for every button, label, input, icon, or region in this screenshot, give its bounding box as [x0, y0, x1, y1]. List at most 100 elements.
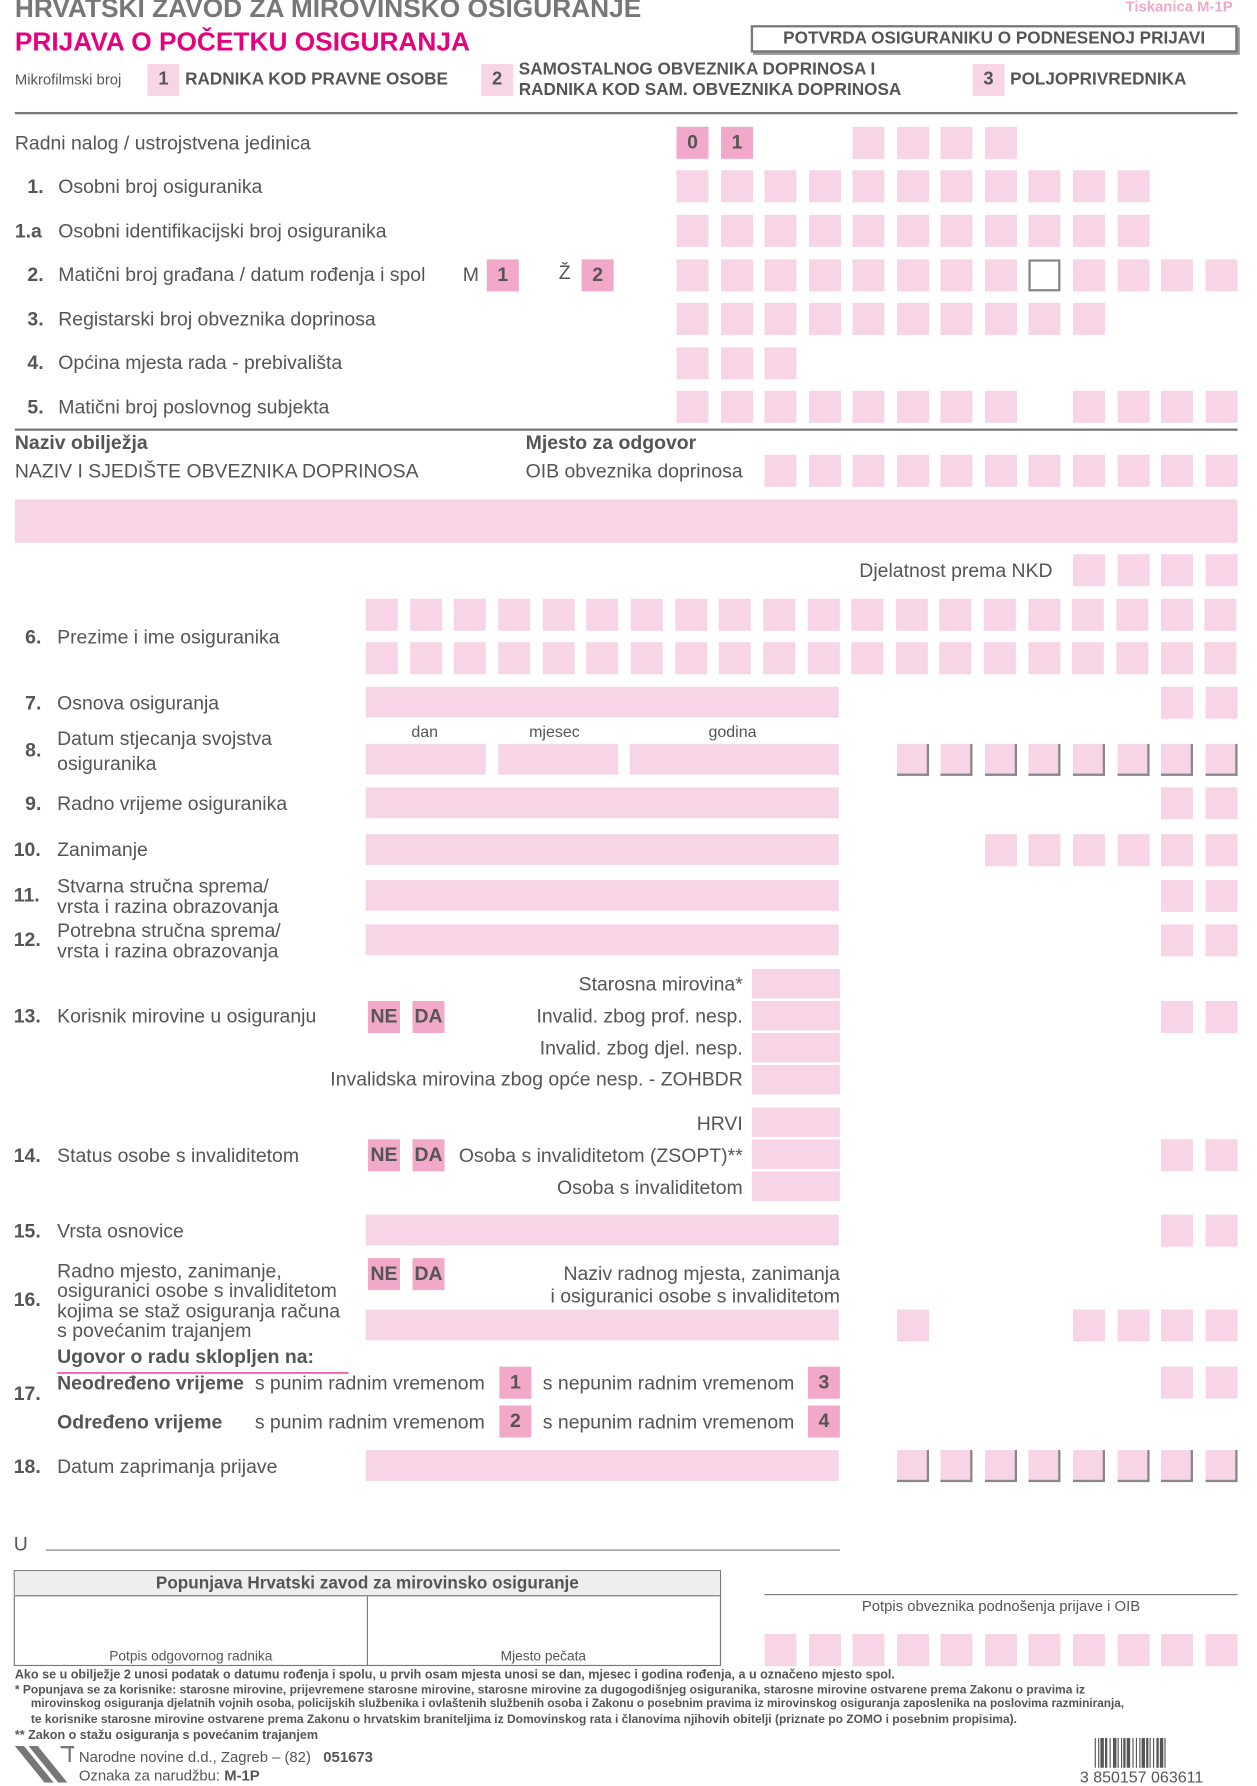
submitter-oib-box[interactable]	[1072, 1634, 1105, 1667]
name-char-box[interactable]	[1204, 598, 1237, 631]
employer-oib-box[interactable]	[1116, 454, 1149, 487]
birth-number-box[interactable]	[852, 259, 885, 292]
sex-m-box[interactable]: 1	[486, 259, 519, 292]
contract-3-box[interactable]: 3	[807, 1366, 840, 1399]
work-order-box[interactable]	[852, 126, 885, 159]
occupation-code-box[interactable]	[1161, 834, 1194, 867]
name-char-box[interactable]	[1028, 642, 1061, 675]
employer-oib-box[interactable]	[984, 454, 1017, 487]
date-box[interactable]	[1205, 1450, 1238, 1483]
name-char-box[interactable]	[1116, 598, 1149, 631]
name-char-box[interactable]	[674, 642, 707, 675]
registration-number-box[interactable]	[1072, 302, 1105, 335]
date-box[interactable]	[940, 1450, 973, 1483]
oib-box[interactable]	[940, 214, 973, 247]
birth-number-box[interactable]	[1072, 259, 1105, 292]
name-char-box[interactable]	[453, 642, 486, 675]
workplace-da-box[interactable]: DA	[412, 1258, 445, 1291]
name-char-box[interactable]	[895, 598, 928, 631]
work-order-box[interactable]	[896, 126, 929, 159]
name-char-box[interactable]	[983, 642, 1016, 675]
personal-number-box[interactable]	[1116, 170, 1149, 203]
business-id-box[interactable]	[676, 390, 709, 423]
date-box[interactable]	[1116, 743, 1149, 776]
oib-box[interactable]	[852, 214, 885, 247]
oib-box[interactable]	[808, 214, 841, 247]
personal-number-box[interactable]	[1072, 170, 1105, 203]
name-char-box[interactable]	[542, 642, 575, 675]
employer-oib-box[interactable]	[896, 454, 929, 487]
name-char-box[interactable]	[807, 642, 840, 675]
submitter-oib-box[interactable]	[808, 1634, 841, 1667]
business-id-box[interactable]	[720, 390, 753, 423]
receipt-date-field[interactable]	[365, 1450, 839, 1481]
submitter-oib-box[interactable]	[940, 1634, 973, 1667]
business-id-box[interactable]	[1161, 390, 1194, 423]
code-box[interactable]	[1205, 1139, 1238, 1172]
code-box[interactable]	[1161, 1366, 1194, 1399]
birth-number-box[interactable]	[808, 259, 841, 292]
date-box[interactable]	[1072, 743, 1105, 776]
name-char-box[interactable]	[674, 598, 707, 631]
employer-oib-box[interactable]	[852, 454, 885, 487]
date-box[interactable]	[1205, 743, 1238, 776]
code-box[interactable]	[1161, 924, 1194, 957]
contract-1-box[interactable]: 1	[499, 1366, 532, 1399]
submitter-oib-box[interactable]	[1028, 1634, 1061, 1667]
birth-number-box[interactable]	[984, 259, 1017, 292]
code-box[interactable]	[1205, 924, 1238, 957]
code-box[interactable]	[1205, 686, 1238, 719]
business-id-box[interactable]	[940, 390, 973, 423]
personal-number-box[interactable]	[1028, 170, 1061, 203]
pension-type-cells[interactable]	[751, 969, 840, 1095]
submitter-oib-box[interactable]	[764, 1634, 797, 1667]
name-char-box[interactable]	[1072, 642, 1105, 675]
business-id-box[interactable]	[1072, 390, 1105, 423]
type-1-box[interactable]: 1	[147, 63, 180, 96]
workplace-code-box[interactable]	[1161, 1309, 1194, 1342]
occupation-code-box[interactable]	[984, 834, 1017, 867]
obveznik-name-field[interactable]	[14, 499, 1238, 543]
submitter-oib-box[interactable]	[1116, 1634, 1149, 1667]
name-char-box[interactable]	[1072, 598, 1105, 631]
business-id-box[interactable]	[808, 390, 841, 423]
registration-number-box[interactable]	[808, 302, 841, 335]
name-char-box[interactable]	[895, 642, 928, 675]
workplace-code-box[interactable]	[1205, 1309, 1238, 1342]
date-box[interactable]	[940, 743, 973, 776]
business-id-box[interactable]	[984, 390, 1017, 423]
name-char-box[interactable]	[1116, 642, 1149, 675]
oib-box[interactable]	[1028, 214, 1061, 247]
pension-ne-box[interactable]: NE	[367, 1001, 400, 1034]
radno-vrijeme-field[interactable]	[365, 787, 839, 819]
code-box[interactable]	[1161, 1001, 1194, 1034]
birth-number-box[interactable]	[1028, 259, 1061, 292]
code-box[interactable]	[1161, 1139, 1194, 1172]
date-box[interactable]	[896, 743, 929, 776]
name-char-box[interactable]	[586, 642, 619, 675]
submitter-oib-box[interactable]	[1205, 1634, 1238, 1667]
code-box[interactable]	[1205, 1366, 1238, 1399]
osnova-field[interactable]	[365, 686, 839, 718]
sex-z-box[interactable]: 2	[581, 259, 614, 292]
workplace-code-box[interactable]	[1116, 1309, 1149, 1342]
personal-number-box[interactable]	[852, 170, 885, 203]
name-char-box[interactable]	[1204, 642, 1237, 675]
name-char-box[interactable]	[718, 642, 751, 675]
signature-line[interactable]	[764, 1594, 1238, 1596]
date-box[interactable]	[896, 1450, 929, 1483]
business-id-box[interactable]	[1205, 390, 1238, 423]
birth-number-box[interactable]	[1205, 259, 1238, 292]
name-char-box[interactable]	[586, 598, 619, 631]
date-box[interactable]	[1161, 743, 1194, 776]
vrsta-osnovice-field[interactable]	[365, 1214, 839, 1246]
registration-number-box[interactable]	[984, 302, 1017, 335]
name-char-box[interactable]	[851, 642, 884, 675]
disability-type-cells[interactable]	[751, 1107, 840, 1203]
personal-number-box[interactable]	[808, 170, 841, 203]
registration-number-box[interactable]	[1028, 302, 1061, 335]
code-box[interactable]	[1205, 1001, 1238, 1034]
submitter-oib-box[interactable]	[852, 1634, 885, 1667]
workplace-code-box[interactable]	[1072, 1309, 1105, 1342]
oib-box[interactable]	[1116, 214, 1149, 247]
